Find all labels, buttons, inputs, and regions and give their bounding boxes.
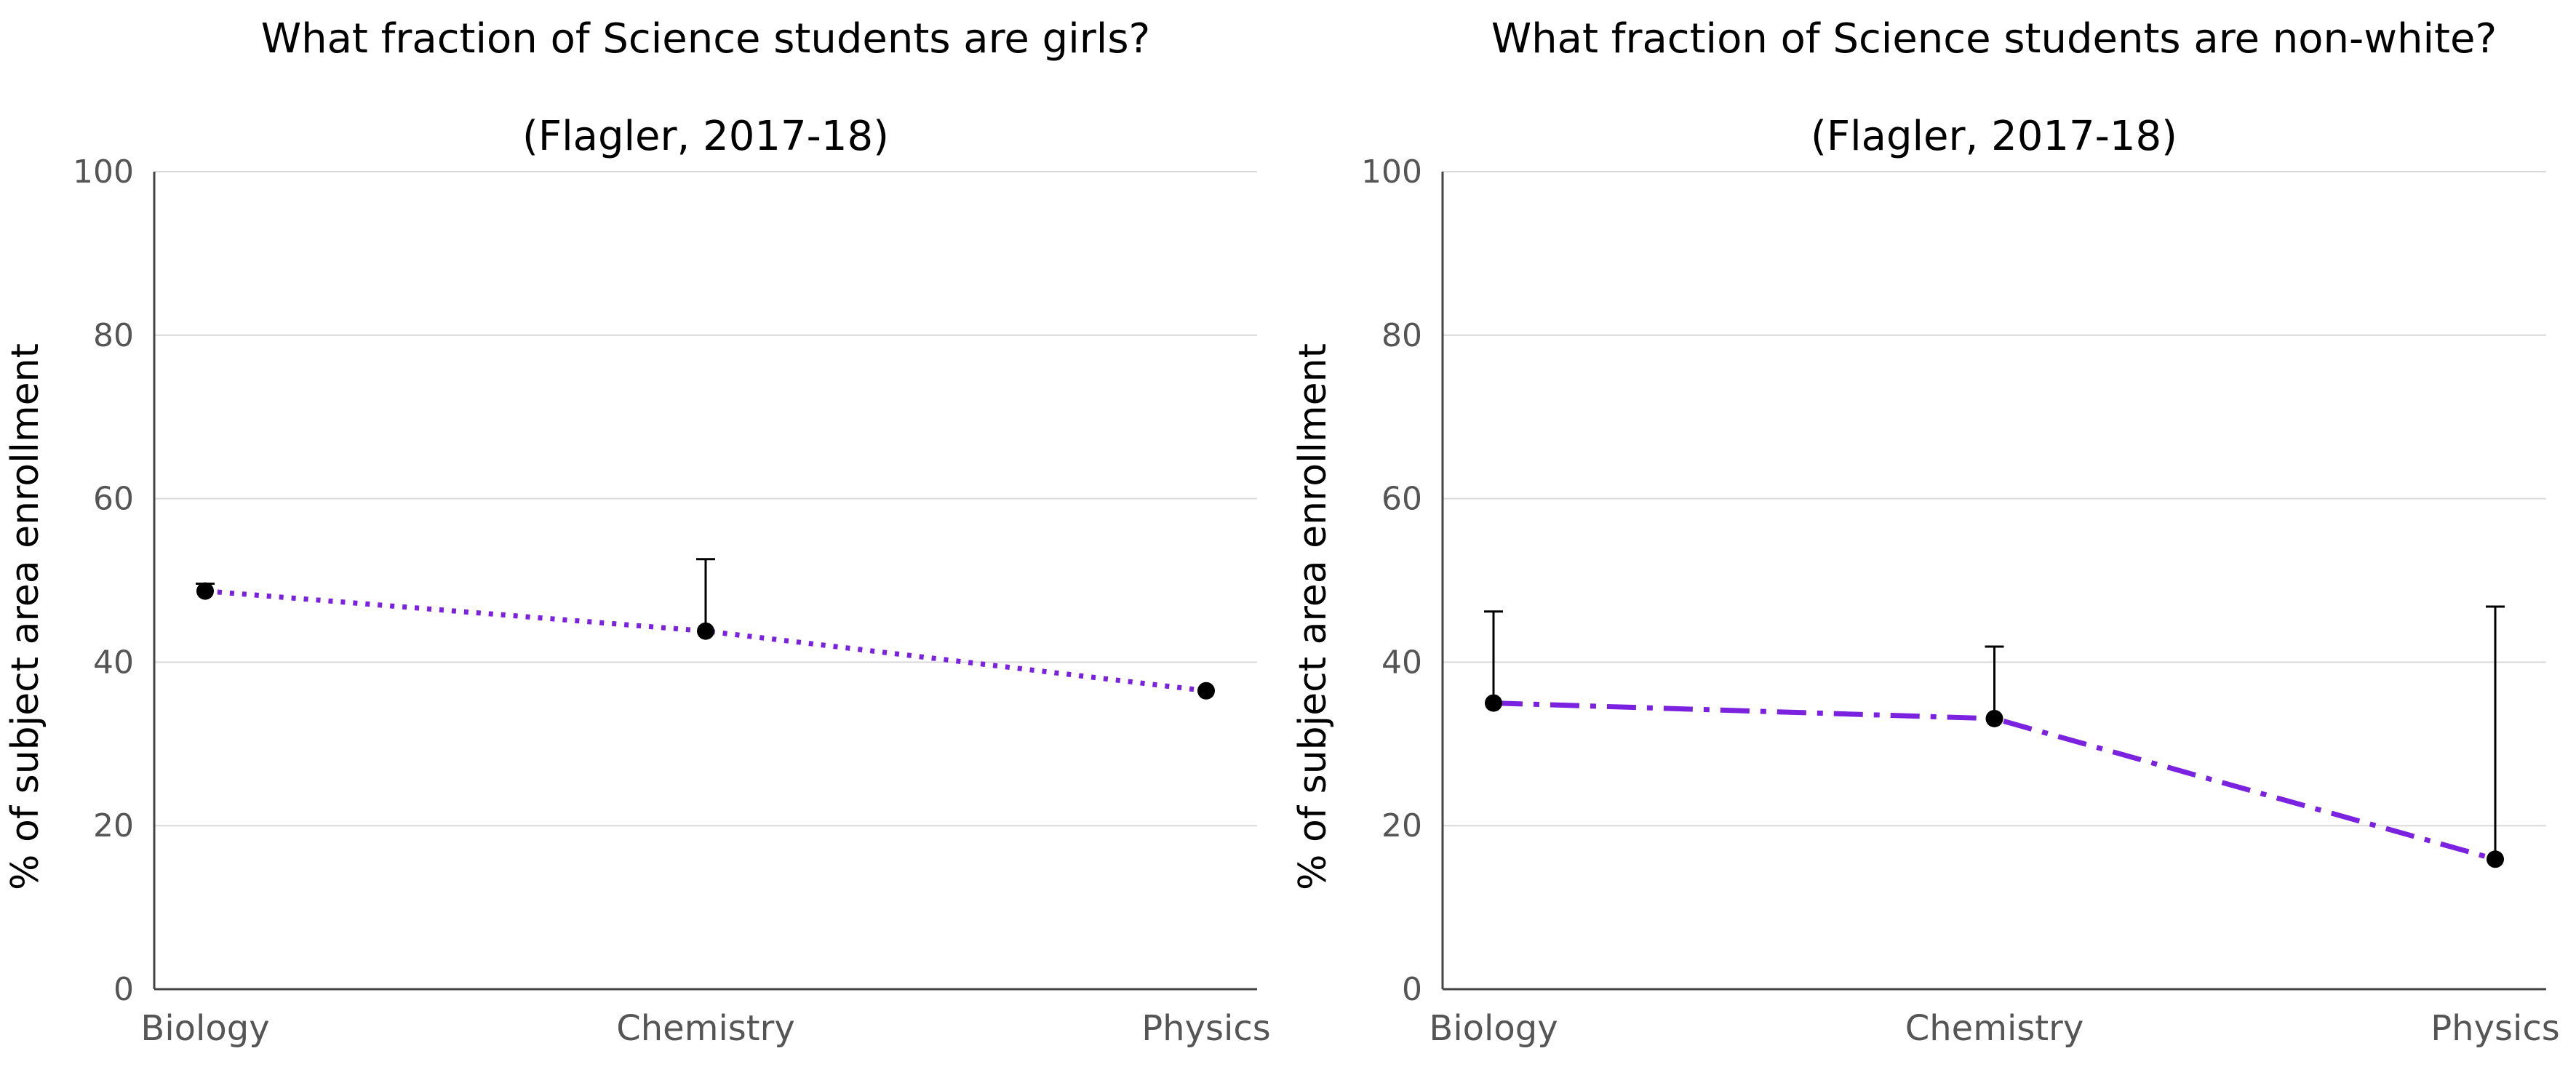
y-tick-label: 20 (93, 807, 134, 844)
chart-subtitle: (Flagler, 2017-18) (522, 113, 889, 160)
y-axis-label: % of subject area enrollment (1291, 343, 1335, 890)
y-tick-label: 100 (73, 153, 134, 191)
chart-title: What fraction of Science students are gi… (261, 15, 1151, 63)
x-tick-label: Chemistry (1905, 1008, 2084, 1049)
y-tick-label: 0 (1402, 971, 1422, 1008)
y-tick-label: 60 (93, 481, 134, 518)
y-tick-label: 100 (1361, 153, 1422, 191)
y-tick-label: 40 (93, 644, 134, 681)
y-tick-label: 80 (1381, 317, 1422, 354)
data-point (1985, 709, 2003, 727)
x-tick-label: Biology (140, 1008, 269, 1049)
chart-panel-2: 0 20 40 60 80 100 Biology Chemistry Physics What … (1291, 15, 2560, 1049)
y-tick-label: 80 (93, 317, 134, 354)
y-axis-label: % of subject area enrollment (4, 343, 47, 890)
chart-subtitle: (Flagler, 2017-18) (1811, 113, 2177, 160)
data-point (196, 582, 214, 600)
x-tick-label: Physics (2431, 1008, 2560, 1049)
y-tick-label: 60 (1381, 481, 1422, 518)
y-tick-label: 20 (1381, 807, 1422, 844)
data-point (1485, 694, 1502, 712)
x-tick-label: Physics (1141, 1008, 1271, 1049)
y-tick-label: 40 (1381, 644, 1422, 681)
y-tick-label: 0 (113, 971, 134, 1008)
data-point (1197, 682, 1215, 700)
x-tick-label: Chemistry (616, 1008, 795, 1049)
x-tick-label: Biology (1429, 1008, 1558, 1049)
chart-panel-1: 0 20 40 60 80 100 Biology Chemistry Physics What … (4, 15, 1271, 1049)
data-point (2487, 850, 2504, 868)
chart-title: What fraction of Science students are no… (1491, 15, 2497, 63)
data-point (697, 622, 714, 640)
